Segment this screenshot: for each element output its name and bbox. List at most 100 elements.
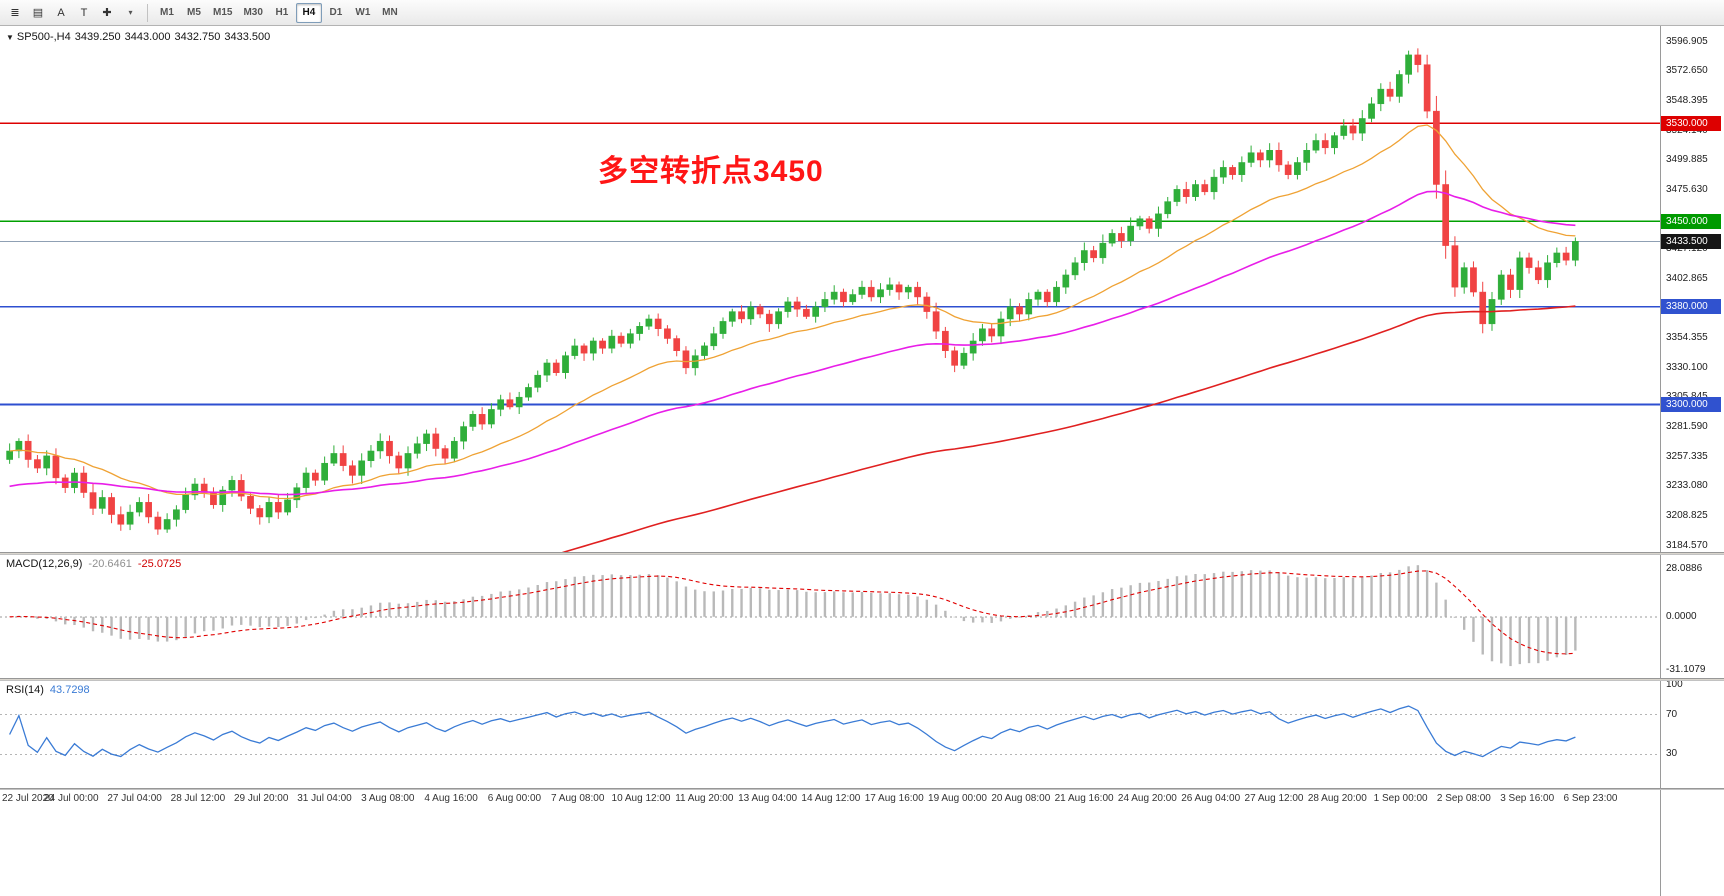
time-label: 11 Aug 20:00 [675, 793, 734, 804]
price-tick: 3354.355 [1666, 332, 1708, 344]
time-label: 4 Aug 16:00 [424, 793, 478, 804]
timeframe-m1-button[interactable]: M1 [160, 7, 174, 18]
timeframe-m15-button[interactable]: M15 [213, 7, 233, 18]
rsi-header: RSI(14) 43.7298 [6, 684, 96, 696]
panel-divider-rsi[interactable] [0, 678, 1724, 681]
macd-title: MACD(12,26,9) [6, 558, 83, 570]
close-value: 3433.500 [224, 31, 271, 43]
price-badge-3380.000: 3380.000 [1661, 299, 1721, 315]
time-label: 26 Aug 04:00 [1181, 793, 1241, 804]
time-label: 14 Aug 12:00 [801, 793, 861, 804]
symbol-marker-icon: ▼ [6, 33, 14, 42]
time-label: 20 Aug 08:00 [991, 793, 1051, 804]
ma-mid-magenta-line [9, 190, 1576, 496]
time-axis-divider [0, 788, 1724, 790]
price-tick: 3257.335 [1666, 450, 1708, 462]
ma-fast-orange-line [9, 124, 1576, 500]
timeframe-m5-button[interactable]: M5 [187, 7, 201, 18]
macd-signal-line [9, 570, 1576, 655]
time-label: 6 Aug 00:00 [487, 793, 542, 804]
timeframe-m30-button[interactable]: M30 [243, 7, 263, 18]
price-tick: 3281.590 [1666, 421, 1708, 433]
macd-axis-label: 28.0886 [1666, 562, 1703, 574]
price-tick: 3208.825 [1666, 509, 1708, 521]
rsi-line [9, 705, 1576, 758]
macd-panel-canvas[interactable] [0, 555, 1660, 678]
macd-signal-value: -25.0725 [137, 558, 182, 570]
low-value: 3432.750 [174, 31, 221, 43]
macd-histogram [17, 565, 1577, 667]
tool-buttons: ≣ ▤ A T ✚ [4, 3, 118, 23]
template-icon[interactable]: T [80, 6, 88, 19]
time-label: 3 Aug 08:00 [361, 793, 415, 804]
chart-annotation[interactable]: 多空转折点3450 [598, 155, 824, 188]
level-lines-layer [0, 122, 1660, 406]
price-tick: 3330.100 [1666, 361, 1708, 373]
text-label-icon[interactable]: A [57, 6, 65, 19]
time-axis[interactable]: 22 Jul 2020 24 Jul 00:00 27 Jul 04:00 28 Ju… [0, 790, 1660, 808]
price-tick: 3184.570 [1666, 539, 1708, 551]
rsi-value: 43.7298 [49, 684, 90, 696]
time-label: 10 Aug 12:00 [611, 793, 671, 804]
time-label: 3 Sep 16:00 [1500, 793, 1555, 804]
price-tick: 3233.080 [1666, 480, 1708, 492]
price-badge-3530.000: 3530.000 [1661, 115, 1721, 131]
price-badge-3433.500: 3433.500 [1661, 233, 1721, 249]
ma-slow-red-line [561, 305, 1576, 552]
macd-axis-label: -31.1079 [1666, 663, 1706, 675]
macd-axis-label: 0.0000 [1666, 610, 1697, 622]
timeframe-d1-button[interactable]: D1 [329, 7, 343, 18]
price-chart-canvas[interactable] [0, 26, 1660, 552]
time-label: 2 Sep 08:00 [1436, 793, 1491, 804]
price-tick: 3572.650 [1666, 65, 1708, 77]
market-watch-icon[interactable]: ≣ [10, 7, 20, 19]
time-label: 22 Jul 2020 [2, 793, 54, 804]
rsi-title: RSI(14) [6, 684, 44, 696]
timeframe-h4-button[interactable]: H4 [295, 2, 322, 23]
price-tick: 3475.630 [1666, 183, 1708, 195]
time-label: 21 Aug 16:00 [1054, 793, 1114, 804]
rsi-panel-canvas[interactable] [0, 681, 1660, 788]
rsi-axis-label: 100 [1666, 679, 1683, 690]
rsi-axis-label: 70 [1666, 708, 1678, 720]
time-label: 31 Jul 04:00 [297, 793, 352, 804]
panel-divider-macd[interactable] [0, 552, 1724, 555]
time-label: 24 Aug 20:00 [1117, 793, 1177, 804]
rsi-axis-label: 30 [1666, 748, 1678, 760]
dropdown-caret-icon[interactable]: ▾ [128, 8, 133, 17]
time-label: 17 Aug 16:00 [864, 793, 924, 804]
macd-main-value: -20.6461 [88, 558, 132, 570]
price-tick: 3596.905 [1666, 35, 1708, 47]
price-badge-3450.000: 3450.000 [1661, 213, 1721, 229]
timeframe-h1-button[interactable]: H1 [275, 7, 289, 18]
price-tick: 3402.865 [1666, 272, 1708, 284]
time-label: 27 Jul 04:00 [107, 793, 162, 804]
candles-layer [6, 48, 1579, 535]
timeframe-w1-button[interactable]: W1 [355, 7, 371, 18]
time-label: 19 Aug 00:00 [928, 793, 987, 804]
toolbar-separator [147, 3, 148, 22]
price-tick: 3499.885 [1666, 154, 1708, 166]
price-tick: 3305.845 [1666, 391, 1708, 402]
time-label: 13 Aug 04:00 [738, 793, 798, 804]
charts-grid-icon[interactable]: ▤ [32, 7, 44, 19]
time-label: 28 Aug 20:00 [1307, 793, 1367, 804]
timeframe-mn-button[interactable]: MN [382, 7, 398, 18]
time-label: 29 Jul 20:00 [233, 793, 289, 804]
time-label: 6 Sep 23:00 [1563, 793, 1618, 804]
time-label: 1 Sep 00:00 [1373, 793, 1428, 804]
symbol-ohlc-line: ▼ SP500-,H4 3439.250 3443.000 3432.750 3433.5… [6, 31, 274, 43]
time-label: 28 Jul 12:00 [170, 793, 226, 804]
time-label: 7 Aug 08:00 [550, 793, 605, 804]
time-label: 27 Aug 12:00 [1244, 793, 1304, 804]
chart-toolbar: ≣ ▤ A T ✚ ▾ M1 M5 M15 M30 H1 H4 D1 W1 MN [0, 0, 1724, 26]
open-value: 3439.250 [74, 31, 121, 43]
crosshair-tool-icon[interactable]: ✚ [102, 7, 112, 19]
price-badge-3300.000: 3300.000 [1661, 397, 1721, 413]
price-tick: 3548.395 [1666, 94, 1708, 106]
time-label: 24 Jul 00:00 [44, 793, 99, 804]
timeframe-buttons: M1 M5 M15 M30 H1 H4 D1 W1 MN [154, 2, 403, 23]
price-axis[interactable]: 3596.9053572.6503548.3953524.1403499.885… [1660, 26, 1724, 896]
high-value: 3443.000 [124, 31, 171, 43]
